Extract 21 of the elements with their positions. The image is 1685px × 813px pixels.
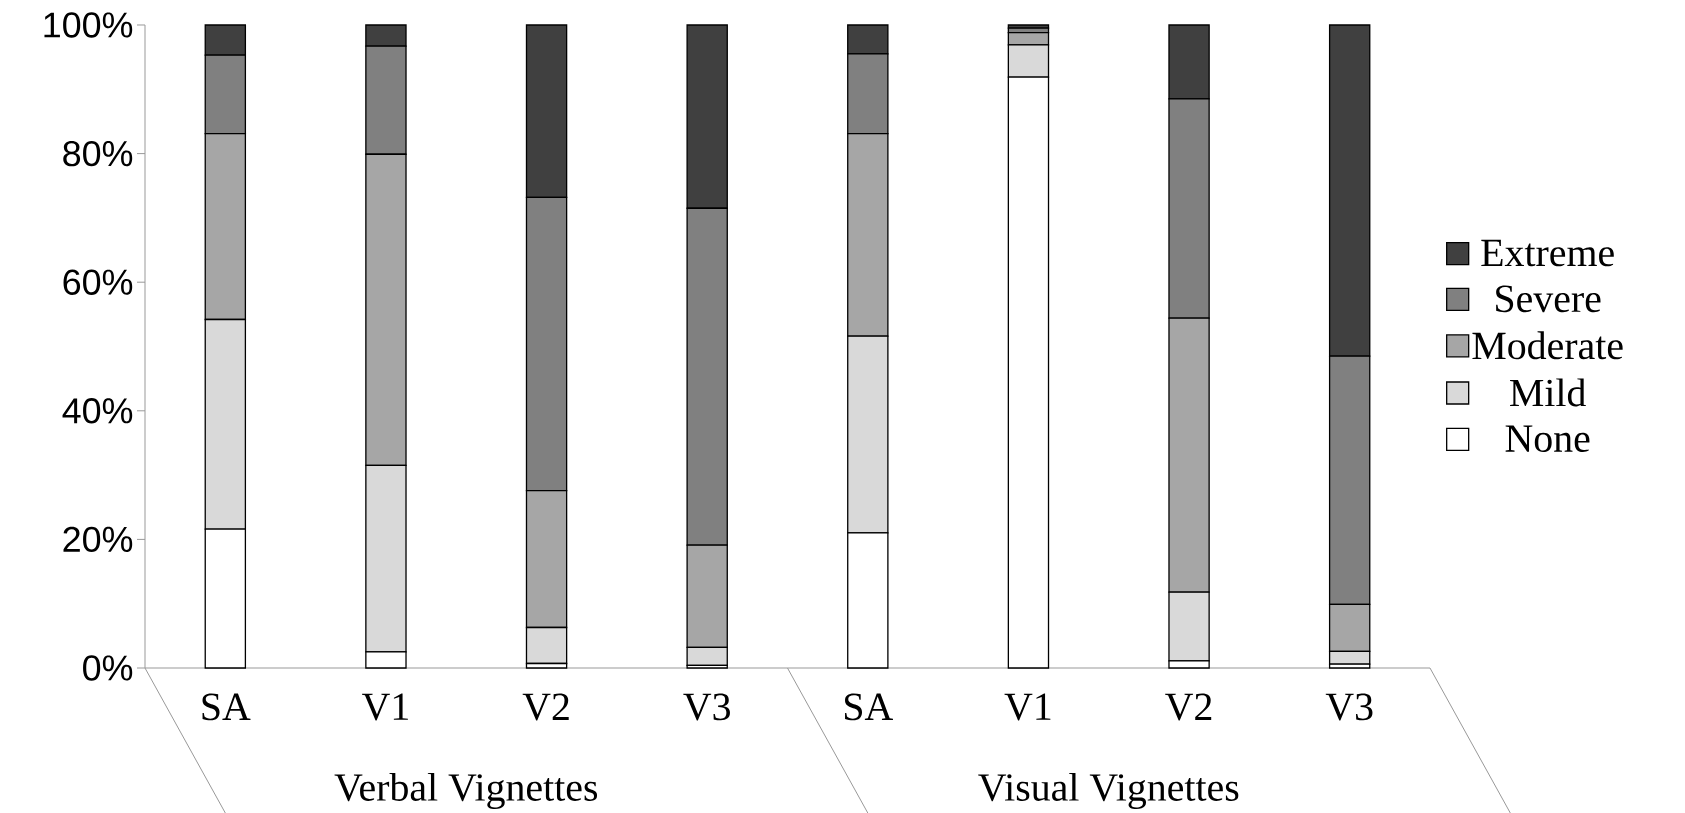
- y-tick-label: 20%: [63, 526, 133, 553]
- y-tick-label: 40%: [62, 398, 133, 424]
- x-tick-label: V2: [522, 693, 569, 721]
- x-tick-label: V3: [683, 693, 730, 721]
- y-tick-label: 60%: [63, 269, 133, 295]
- x-tick-label: V2: [1165, 693, 1212, 721]
- x-tick-label: SA: [845, 693, 893, 721]
- legend-label: Extreme: [1481, 239, 1614, 267]
- legend-label: Severe: [1496, 285, 1601, 313]
- legend-label: Mild: [1510, 378, 1586, 407]
- text: Verbal Vignettes: [334, 772, 598, 810]
- y-tick-label: 100%: [44, 12, 133, 38]
- legend-label: None: [1505, 425, 1590, 453]
- legend-label: Moderate: [1472, 331, 1623, 360]
- y-tick-label: 0%: [83, 655, 133, 681]
- text: Visual Vignettes: [978, 772, 1239, 810]
- x-tick-label: V1: [1004, 693, 1051, 721]
- x-tick-label: V1: [362, 693, 408, 721]
- y-tick-label: 80%: [63, 140, 133, 167]
- x-tick-label: SA: [202, 693, 251, 721]
- x-tick-label: V3: [1325, 693, 1373, 721]
